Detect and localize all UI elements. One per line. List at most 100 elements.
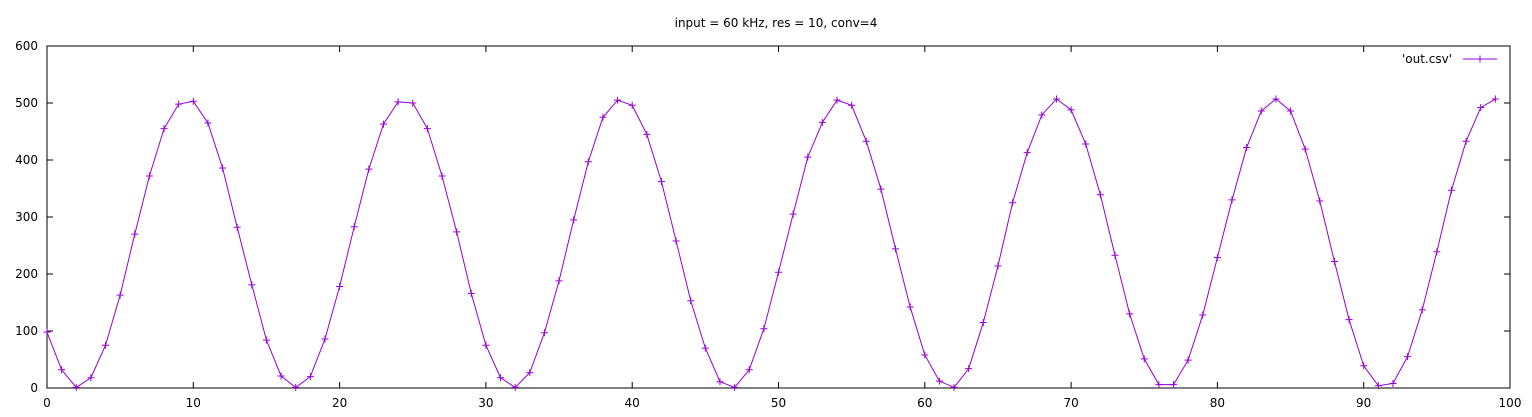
data-point xyxy=(687,297,695,305)
data-point xyxy=(1257,107,1265,115)
data-point xyxy=(643,130,651,138)
data-point xyxy=(423,125,431,133)
data-point xyxy=(467,289,475,297)
y-tick-label: 0 xyxy=(30,381,38,395)
data-point xyxy=(58,366,66,374)
data-point xyxy=(1477,104,1485,112)
data-point xyxy=(336,283,344,291)
data-point xyxy=(979,318,987,326)
data-point xyxy=(453,228,461,236)
data-point xyxy=(1243,143,1251,151)
data-point xyxy=(614,96,622,104)
data-point xyxy=(1140,355,1148,363)
data-point xyxy=(321,335,329,343)
data-point xyxy=(204,119,212,127)
data-point xyxy=(511,383,519,391)
chart-title: input = 60 kHz, res = 10, conv=4 xyxy=(675,16,878,30)
data-point xyxy=(43,328,51,336)
data-point xyxy=(1389,379,1397,387)
data-point xyxy=(72,383,80,391)
data-point xyxy=(760,325,768,333)
data-point xyxy=(584,158,592,166)
data-point xyxy=(438,172,446,180)
data-point xyxy=(1418,306,1426,314)
x-tick-label: 80 xyxy=(1210,396,1225,410)
data-point xyxy=(145,172,153,180)
data-point xyxy=(219,164,227,172)
data-point xyxy=(716,378,724,386)
legend-label: 'out.csv' xyxy=(1402,52,1452,66)
data-point xyxy=(818,118,826,126)
data-point xyxy=(379,120,387,128)
x-tick-label: 60 xyxy=(917,396,932,410)
legend: 'out.csv' xyxy=(1402,52,1497,66)
data-point xyxy=(409,99,417,107)
data-point xyxy=(1126,310,1134,318)
data-point xyxy=(306,373,314,381)
data-point xyxy=(1447,186,1455,194)
data-point xyxy=(906,303,914,311)
x-tick-label: 0 xyxy=(43,396,51,410)
data-point xyxy=(775,268,782,276)
data-point xyxy=(1345,316,1353,324)
x-tick-label: 90 xyxy=(1356,396,1371,410)
y-tick-label: 100 xyxy=(15,324,38,338)
data-point xyxy=(1067,106,1075,114)
data-point xyxy=(672,237,680,245)
data-point xyxy=(87,374,95,382)
y-tick-label: 500 xyxy=(15,96,38,110)
data-point xyxy=(848,101,856,109)
data-point xyxy=(1433,248,1441,256)
y-tick-label: 400 xyxy=(15,153,38,167)
data-point xyxy=(833,96,841,104)
data-point xyxy=(102,341,110,349)
series-line xyxy=(46,98,1496,389)
data-point xyxy=(555,277,563,285)
data-point xyxy=(628,101,636,109)
legend-plus-marker xyxy=(1476,55,1484,63)
data-point xyxy=(482,341,490,349)
data-point xyxy=(804,153,812,161)
data-point xyxy=(189,97,197,105)
data-point xyxy=(1360,362,1368,370)
data-point xyxy=(1491,95,1499,103)
data-point xyxy=(701,344,709,352)
data-point xyxy=(1404,353,1412,361)
data-point xyxy=(292,383,300,391)
data-point xyxy=(1272,95,1280,103)
data-point xyxy=(1009,199,1017,207)
data-point xyxy=(160,125,168,133)
data-point xyxy=(1111,251,1119,259)
legend-marker-plus xyxy=(1476,55,1484,63)
data-point xyxy=(526,369,534,377)
data-point xyxy=(365,165,373,173)
data-point xyxy=(994,262,1002,270)
data-point xyxy=(877,185,885,193)
data-point xyxy=(921,351,929,359)
y-tick-label: 200 xyxy=(15,267,38,281)
data-point xyxy=(262,336,270,344)
data-point xyxy=(1228,196,1236,204)
data-point xyxy=(175,100,183,108)
data-point xyxy=(277,372,285,380)
data-point xyxy=(233,223,241,231)
data-point xyxy=(1316,197,1324,205)
data-point xyxy=(350,223,358,231)
data-point xyxy=(570,216,578,224)
x-tick-label: 50 xyxy=(771,396,786,410)
data-point xyxy=(599,113,607,121)
x-tick-label: 70 xyxy=(1063,396,1078,410)
data-point xyxy=(1038,111,1046,119)
series-points xyxy=(43,95,1499,391)
data-point xyxy=(1155,381,1163,389)
data-point xyxy=(1184,356,1192,364)
data-point xyxy=(789,210,797,218)
data-point xyxy=(1052,95,1060,103)
data-point xyxy=(497,374,505,382)
data-point xyxy=(131,230,139,238)
y-tick-label: 600 xyxy=(15,39,38,53)
data-point xyxy=(1199,311,1207,319)
data-point xyxy=(731,383,739,391)
